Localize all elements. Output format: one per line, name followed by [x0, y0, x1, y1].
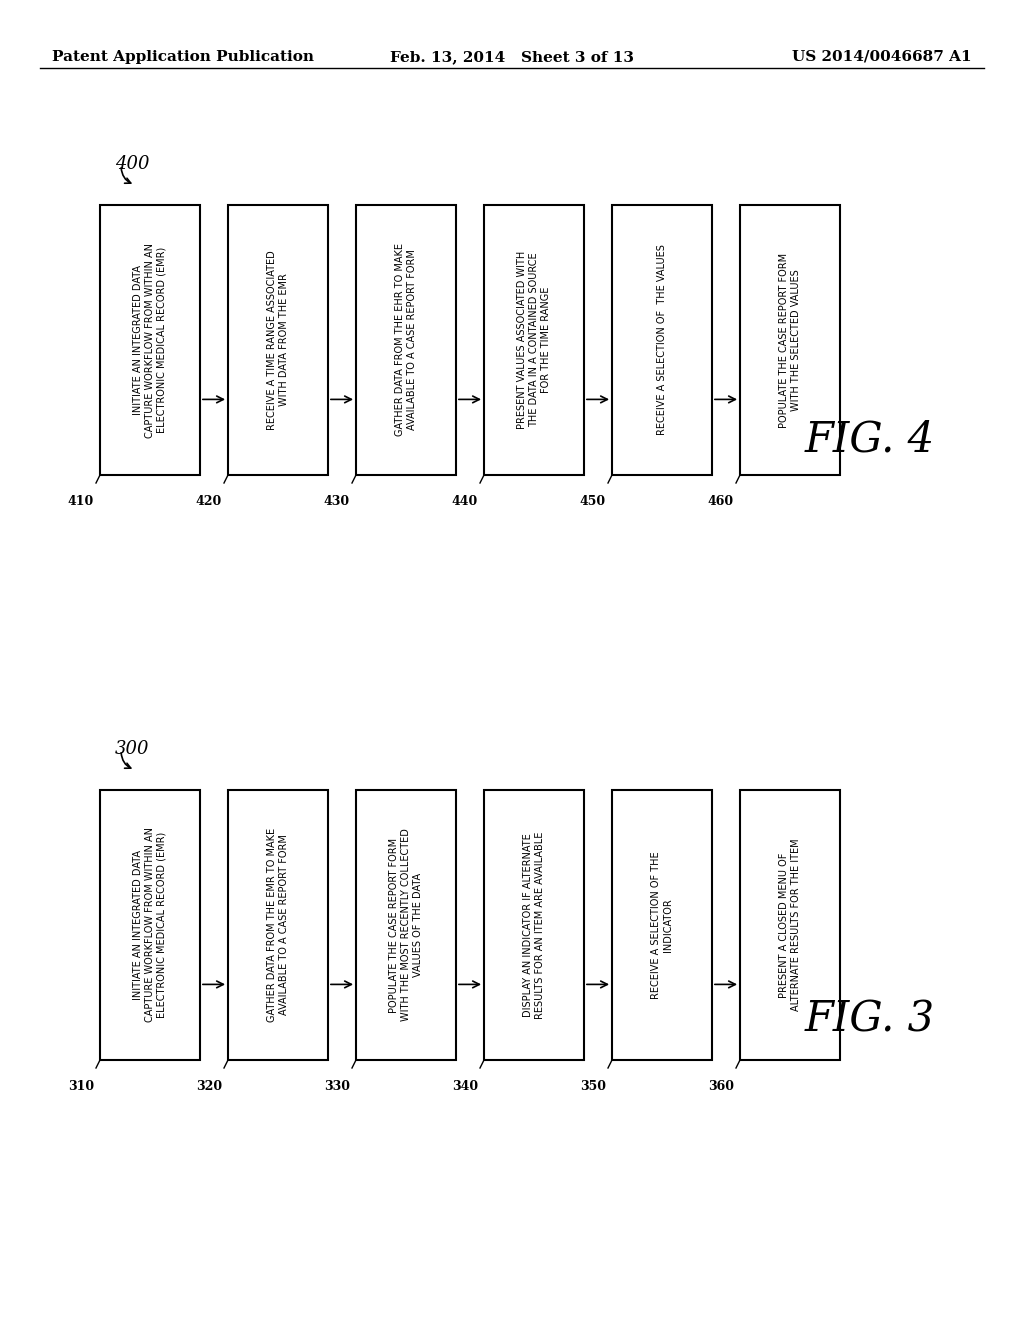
Text: 350: 350: [580, 1080, 606, 1093]
Text: 460: 460: [708, 495, 734, 508]
Text: 340: 340: [452, 1080, 478, 1093]
Text: 450: 450: [580, 495, 606, 508]
Text: RECEIVE A TIME RANGE ASSOCIATED
WITH DATA FROM THE EMR: RECEIVE A TIME RANGE ASSOCIATED WITH DAT…: [267, 249, 289, 430]
Text: Patent Application Publication: Patent Application Publication: [52, 50, 314, 63]
Text: GATHER DATA FROM THE EMR TO MAKE
AVAILABLE TO A CASE REPORT FORM: GATHER DATA FROM THE EMR TO MAKE AVAILAB…: [267, 828, 289, 1022]
Text: PRESENT VALUES ASSOCIATED WITH
THE DATA IN A CONTAINED SOURCE
FOR THE TIME RANGE: PRESENT VALUES ASSOCIATED WITH THE DATA …: [517, 251, 551, 429]
Text: INITIATE AN INTEGRATED DATA
CAPTURE WORKFLOW FROM WITHIN AN
ELECTRONIC MEDICAL R: INITIATE AN INTEGRATED DATA CAPTURE WORK…: [133, 243, 167, 437]
Text: RECEIVE A SELECTION OF  THE VALUES: RECEIVE A SELECTION OF THE VALUES: [657, 244, 667, 436]
Text: Feb. 13, 2014   Sheet 3 of 13: Feb. 13, 2014 Sheet 3 of 13: [390, 50, 634, 63]
Bar: [740, 789, 840, 1060]
Bar: [612, 205, 712, 475]
Text: 400: 400: [115, 154, 150, 173]
Bar: [356, 789, 456, 1060]
Text: PRESENT A CLOSED MENU OF
ALTERNATE RESULTS FOR THE ITEM: PRESENT A CLOSED MENU OF ALTERNATE RESUL…: [779, 838, 801, 1011]
Text: 320: 320: [196, 1080, 222, 1093]
Bar: [484, 205, 584, 475]
Text: POPULATE THE CASE REPORT FORM
WITH THE SELECTED VALUES: POPULATE THE CASE REPORT FORM WITH THE S…: [779, 252, 801, 428]
Text: FIG. 4: FIG. 4: [805, 418, 935, 461]
Text: INITIATE AN INTEGRATED DATA
CAPTURE WORKFLOW FROM WITHIN AN
ELECTRONIC MEDICAL R: INITIATE AN INTEGRATED DATA CAPTURE WORK…: [133, 828, 167, 1023]
Bar: [356, 205, 456, 475]
Bar: [100, 205, 200, 475]
Text: 410: 410: [68, 495, 94, 508]
Text: GATHER DATA FROM THE EHR TO MAKE
AVAILABLE TO A CASE REPORT FORM: GATHER DATA FROM THE EHR TO MAKE AVAILAB…: [395, 243, 417, 437]
Text: 330: 330: [324, 1080, 350, 1093]
Text: RECEIVE A SELECTION OF THE
INDICATOR: RECEIVE A SELECTION OF THE INDICATOR: [651, 851, 673, 999]
Bar: [228, 205, 328, 475]
Text: FIG. 3: FIG. 3: [805, 999, 935, 1041]
Bar: [100, 789, 200, 1060]
Bar: [228, 789, 328, 1060]
Bar: [484, 789, 584, 1060]
Text: 360: 360: [708, 1080, 734, 1093]
Bar: [740, 205, 840, 475]
Text: 440: 440: [452, 495, 478, 508]
Text: 300: 300: [115, 741, 150, 758]
Text: 310: 310: [68, 1080, 94, 1093]
Bar: [612, 789, 712, 1060]
Text: POPULATE THE CASE REPORT FORM
WITH THE MOST RECENTLY COLLECTED
VALUES OF THE DAT: POPULATE THE CASE REPORT FORM WITH THE M…: [389, 829, 423, 1022]
Text: 430: 430: [324, 495, 350, 508]
Text: 420: 420: [196, 495, 222, 508]
Text: US 2014/0046687 A1: US 2014/0046687 A1: [793, 50, 972, 63]
Text: DISPLAY AN INDICATOR IF ALTERNATE
RESULTS FOR AN ITEM ARE AVAILABLE: DISPLAY AN INDICATOR IF ALTERNATE RESULT…: [523, 832, 545, 1019]
